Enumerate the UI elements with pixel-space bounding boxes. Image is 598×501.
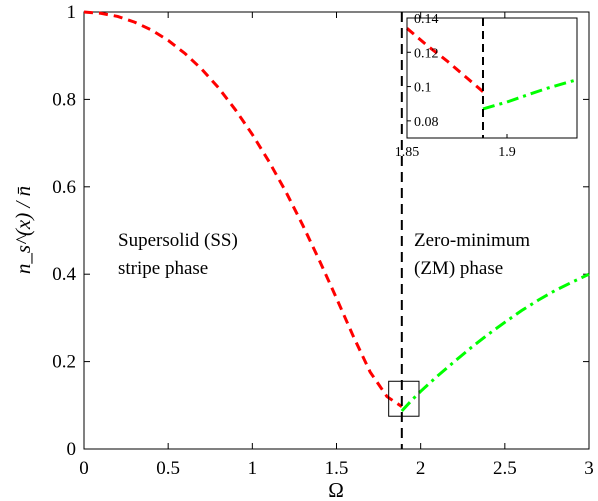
inset-x-tick-label: 1.85	[395, 145, 420, 160]
x-tick-label: 1.5	[325, 458, 349, 479]
inset-x-tick-label: 1.9	[498, 145, 516, 160]
annotation-ss-line-2: stripe phase	[118, 258, 208, 279]
inset-y-tick-label: 0.1	[414, 81, 432, 96]
y-axis-title: n_s^(x) / n̄	[11, 186, 35, 274]
x-tick-label: 2.5	[493, 458, 517, 479]
inset-y-tick-label: 0.12	[414, 46, 439, 61]
y-tick-label: 0	[67, 439, 77, 460]
x-tick-label: 0.5	[156, 458, 180, 479]
inset-y-tick-label: 0.08	[414, 115, 439, 130]
x-tick-label: 1	[248, 458, 258, 479]
x-tick-label: 2	[416, 458, 426, 479]
x-axis-title: Ω	[328, 478, 344, 501]
annotation-ss-line-1: Supersolid (SS)	[118, 230, 238, 251]
inset-y-tick-label: 0.14	[414, 12, 439, 27]
series-line-2	[402, 274, 589, 411]
x-tick-label: 0	[79, 458, 89, 479]
inset-plot: 1.85 1.9 0.08 0.1 0.12 0.14	[395, 12, 577, 160]
y-tick-label: 0.6	[52, 177, 76, 198]
series-line-1	[84, 12, 402, 407]
y-tick-label: 0.8	[52, 89, 76, 110]
annotation-zm-line-1: Zero-minimum	[414, 230, 530, 251]
x-tick-label: 3	[584, 458, 594, 479]
y-tick-label: 0.2	[52, 352, 76, 373]
annotation-zm-line-2: (ZM) phase	[414, 258, 503, 279]
y-tick-label: 1	[67, 2, 77, 23]
y-tick-label: 0.4	[52, 264, 76, 285]
